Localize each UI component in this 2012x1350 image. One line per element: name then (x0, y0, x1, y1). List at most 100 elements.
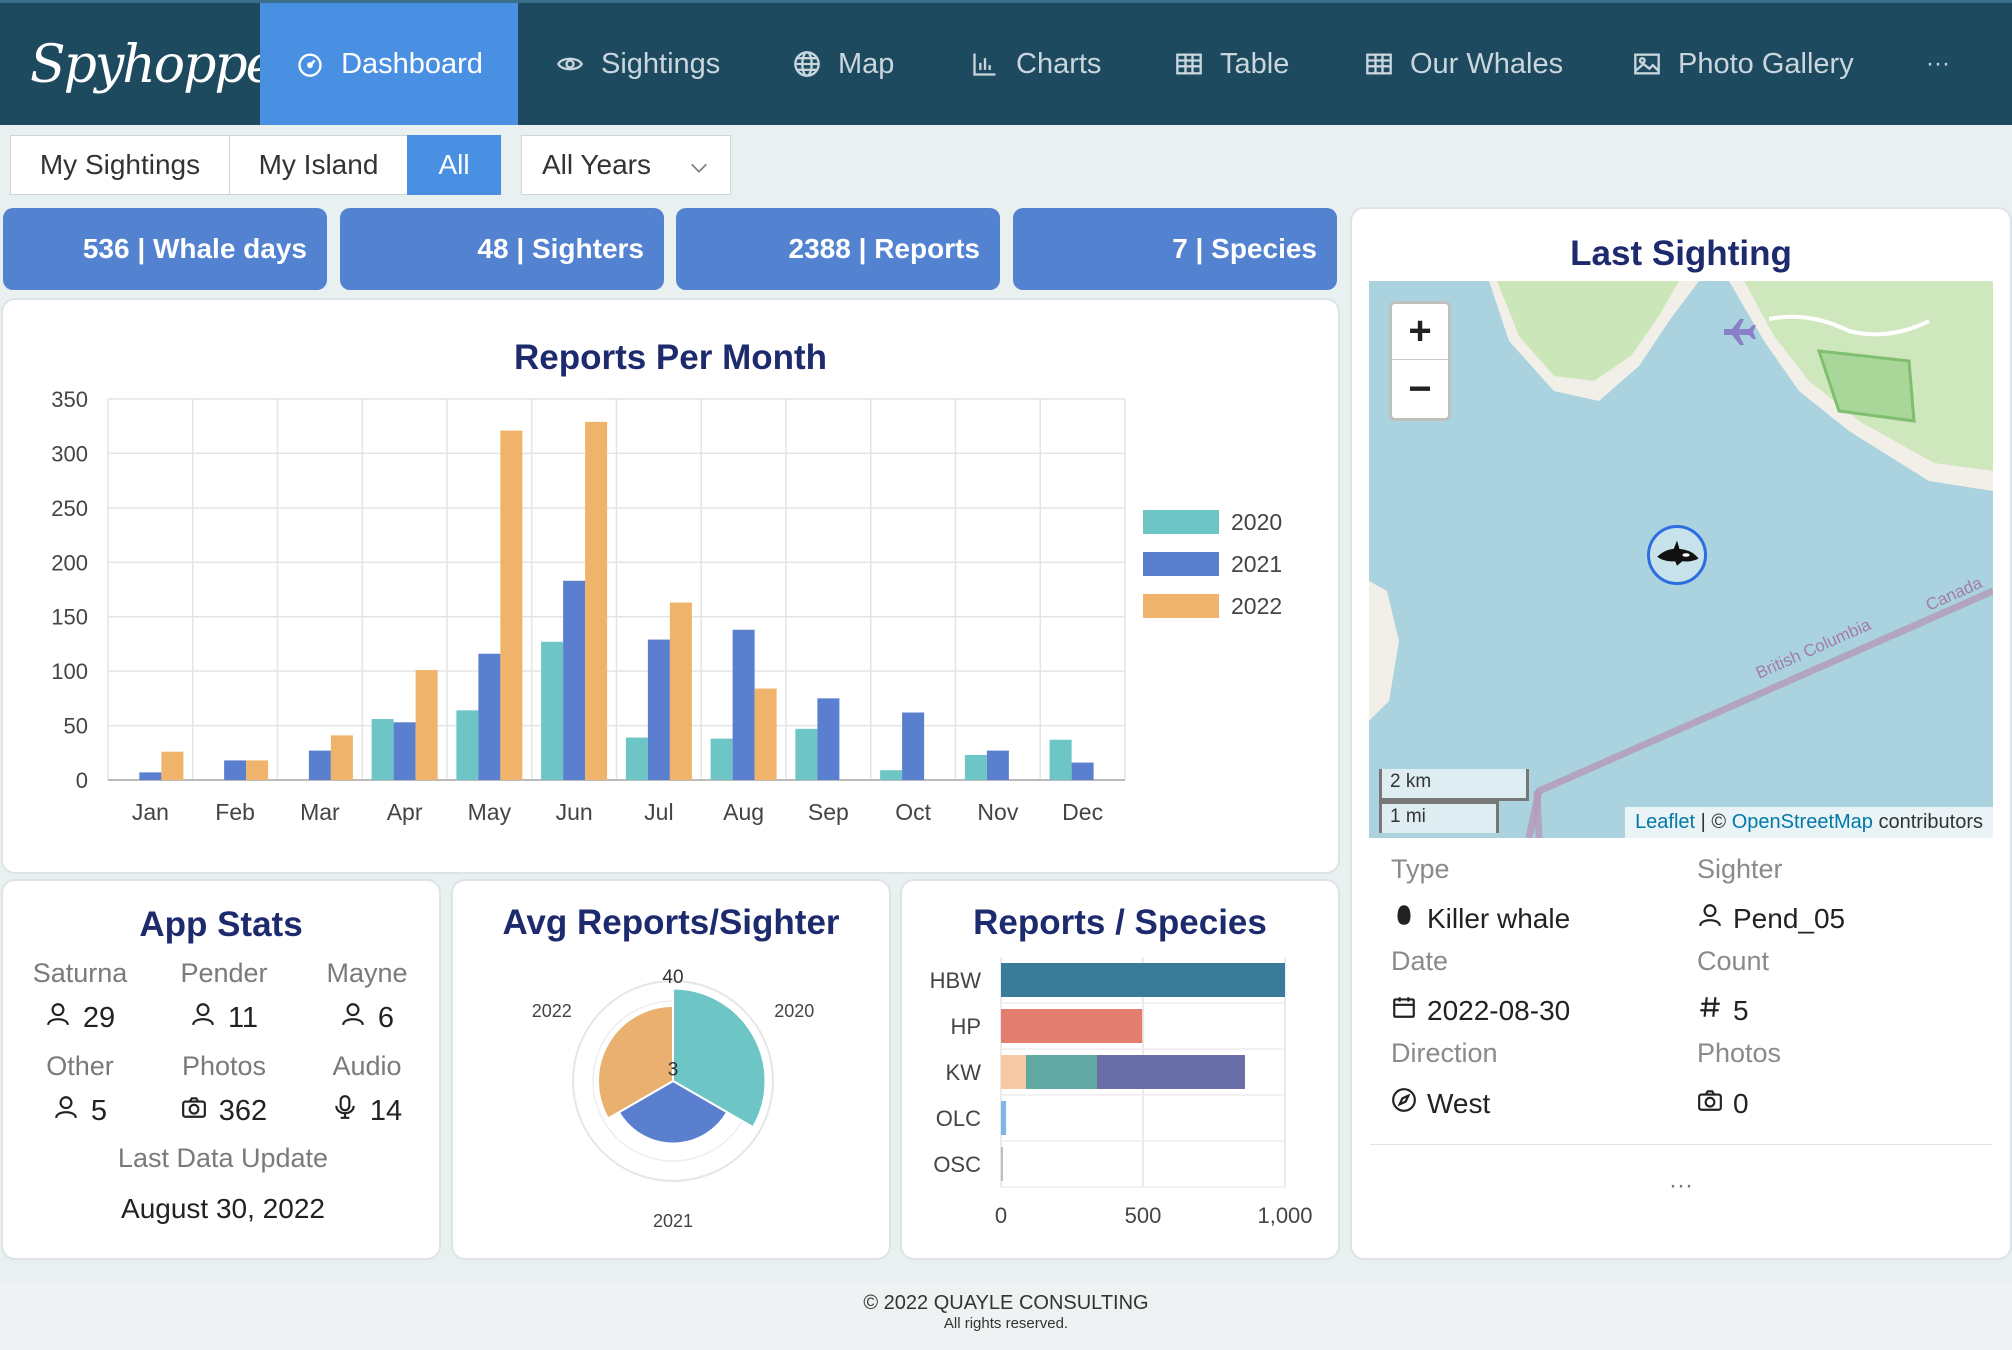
nav-charts[interactable]: Charts (970, 3, 1101, 125)
compass-icon (1391, 1087, 1417, 1120)
nav-dashboard[interactable]: Dashboard (260, 3, 518, 125)
eye-icon (555, 49, 585, 79)
reports-species-title: Reports / Species (973, 903, 1267, 942)
bar-osc-segment (1001, 1147, 1003, 1181)
x-tick-label: Jun (556, 799, 593, 825)
table-icon (1364, 49, 1394, 79)
type-value: Killer whale (1391, 902, 1570, 935)
map-scale-mi: 1 mi (1379, 801, 1499, 833)
x-tick-label: 500 (1125, 1203, 1162, 1228)
nav-more-button[interactable]: ··· (1926, 50, 1950, 77)
stat-tile-sighters[interactable]: 48 | Sighters (340, 208, 664, 290)
photos-value: 0 (1697, 1087, 1749, 1120)
y-tick-label: HBW (930, 968, 982, 993)
x-tick-label: Oct (895, 799, 931, 825)
attribution-separator: | © (1695, 811, 1732, 833)
attribution-tail: contributors (1872, 811, 1983, 833)
x-tick-label: Mar (300, 799, 340, 825)
reports-per-month-title: Reports Per Month (513, 338, 828, 377)
stat-label-other: Other (46, 1051, 114, 1081)
last-sighting-map[interactable]: British Columbia Canada + − 2 km 1 mi Le… (1369, 281, 1993, 838)
nav-table-label: Table (1220, 47, 1290, 80)
type-text: Killer whale (1427, 902, 1571, 934)
stat-number: 5 (90, 1094, 108, 1127)
segment-all[interactable]: All (407, 135, 501, 195)
reports-species-chart: 0 500 1,000 HBW HP KW OLC OSC (930, 957, 1313, 1228)
bar-2021-aug (732, 629, 755, 780)
bar-kw-segment (1096, 1055, 1245, 1089)
bar-2021-nov (986, 750, 1009, 780)
y-tick-label: 200 (51, 550, 88, 575)
nav-our-whales[interactable]: Our Whales (1364, 3, 1563, 125)
nav-map[interactable]: Map (792, 3, 894, 125)
stat-tile-reports[interactable]: 2388 | Reports (676, 208, 1000, 290)
openstreetmap-link[interactable]: OpenStreetMap (1731, 811, 1873, 833)
bar-2020-jul (625, 737, 648, 780)
bar-2022-feb (246, 760, 269, 780)
footer-rights: All rights reserved. (943, 1315, 1069, 1332)
map-zoom-in-button[interactable]: + (1392, 304, 1448, 360)
nav-photo-gallery-label: Photo Gallery (1678, 47, 1854, 80)
bar-2020-may (456, 710, 479, 780)
stat-label-saturna: Saturna (32, 958, 128, 988)
app-logo[interactable]: Spyhopper (30, 35, 299, 95)
bar-2021-jan (139, 772, 162, 780)
segment-my-sightings[interactable]: My Sightings (10, 135, 230, 195)
bar-2022-mar (330, 735, 353, 780)
bar-2021-sep (817, 698, 840, 780)
date-text: 2022-08-30 (1427, 994, 1571, 1026)
orca-marker-icon[interactable] (1647, 525, 1707, 585)
nav-charts-label: Charts (1016, 47, 1102, 80)
count-text: 5 (1733, 994, 1749, 1026)
bar-2020-nov (964, 754, 987, 780)
bar-kw-segment (1001, 1055, 1026, 1089)
direction-text: West (1427, 1087, 1491, 1119)
bar-2020-dec (1049, 739, 1072, 780)
x-tick-label: 1,000 (1257, 1203, 1312, 1228)
bar-2020-sep (795, 728, 818, 780)
y-tick-label: KW (946, 1060, 982, 1085)
avg-reports-chart: 2020 2021 2022 3 40 (532, 967, 815, 1231)
stat-label-pender: Pender (180, 958, 268, 988)
year-select[interactable]: All Years (521, 135, 731, 195)
x-tick-label: Apr (387, 799, 423, 825)
count-label: Count (1697, 946, 1770, 976)
user-icon (340, 1001, 366, 1035)
legend-swatch-2020 (1143, 510, 1219, 534)
x-tick-label: Sep (808, 799, 849, 825)
last-update-label: Last Data Update (117, 1143, 329, 1173)
stat-value-pender: 11 (149, 1001, 299, 1035)
user-icon (190, 1001, 216, 1035)
gauge-icon (295, 49, 325, 79)
legend-swatch-2021 (1143, 552, 1219, 576)
reports-species-card: Reports / Species 0 500 1,000 HBW HP KW OLC OSC (900, 879, 1340, 1260)
y-tick-label: 100 (51, 659, 88, 684)
pie-label-2021: 2021 (653, 1211, 693, 1231)
stat-tile-whale-days[interactable]: 536 | Whale days (3, 208, 327, 290)
bar-2021-apr (393, 722, 416, 780)
nav-photo-gallery[interactable]: Photo Gallery (1632, 3, 1854, 125)
bar-2021-oct (902, 712, 925, 780)
user-icon (45, 1001, 71, 1035)
stat-number: 11 (227, 1001, 259, 1034)
leaflet-link[interactable]: Leaflet (1635, 811, 1696, 833)
last-sighting-more-button[interactable]: ··· (1669, 1172, 1693, 1199)
bar-kw-segment (1025, 1055, 1097, 1089)
nav-sightings[interactable]: Sightings (555, 3, 720, 125)
x-tick-label: Dec (1062, 799, 1103, 825)
radial-grid-outer (572, 980, 774, 1182)
table-icon (1174, 49, 1204, 79)
stat-tile-species[interactable]: 7 | Species (1013, 208, 1337, 290)
legend-label-2022: 2022 (1231, 593, 1282, 619)
bar-2021-mar (308, 750, 331, 780)
photos-text: 0 (1733, 1087, 1749, 1119)
nav-table[interactable]: Table (1174, 3, 1289, 125)
pie-label-2020: 2020 (774, 1001, 814, 1021)
bar-2021-dec (1071, 762, 1094, 780)
bar-2021-jul (647, 639, 670, 780)
year-select-value: All Years (542, 149, 651, 180)
y-tick-label: OLC (936, 1106, 981, 1131)
nav-our-whales-label: Our Whales (1410, 47, 1564, 80)
map-zoom-out-button[interactable]: − (1408, 366, 1432, 411)
segment-my-island[interactable]: My Island (229, 135, 408, 195)
